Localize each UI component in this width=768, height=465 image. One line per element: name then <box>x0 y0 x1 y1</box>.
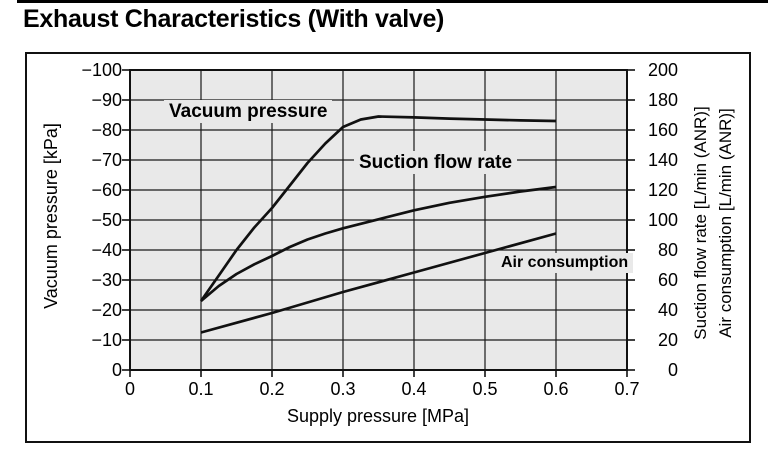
right-axis-label-suction-flow-rate: Suction flow rate [L/min (ANR)] <box>691 106 710 340</box>
x-tick-label: 0 <box>124 379 135 399</box>
curve-air-consumption <box>200 232 557 334</box>
left-y-tick-label: −30 <box>91 270 122 290</box>
right-y-tick-label: 140 <box>647 150 678 170</box>
top-rule <box>17 0 768 3</box>
left-y-tick-label: −40 <box>91 240 122 260</box>
x-tick-label: 0.2 <box>259 379 285 399</box>
left-y-tick-label: 0 <box>111 360 122 380</box>
right-y-tick-label: 60 <box>657 270 678 290</box>
right-y-tick-label: 100 <box>647 210 678 230</box>
left-y-tick-label: −80 <box>91 120 122 140</box>
x-tick-label: 0.6 <box>543 379 569 399</box>
right-y-tick-label: 80 <box>657 240 678 260</box>
curve-vacuum-pressure <box>199 115 557 302</box>
left-y-tick-label: −10 <box>91 330 122 350</box>
chart-title: Exhaust Characteristics (With valve) <box>23 5 445 33</box>
x-tick-label: 0.3 <box>330 379 356 399</box>
right-y-tick-label: 120 <box>647 180 678 200</box>
right-y-tick-label: 200 <box>647 60 678 80</box>
right-y-tick-label: 180 <box>647 90 678 110</box>
curve-label-air-consumption: Air consumption <box>496 253 634 273</box>
left-y-tick-label: −90 <box>91 90 122 110</box>
curve-suction-flow-rate <box>200 185 557 303</box>
right-y-tick-label: 0 <box>667 360 678 380</box>
left-y-tick-label: −50 <box>91 210 122 230</box>
left-y-tick-label: −60 <box>91 180 122 200</box>
x-axis-label: Supply pressure [MPa] <box>286 406 470 426</box>
left-y-tick-label: −70 <box>91 150 122 170</box>
right-axis-label-air-consumption: Air consumption [L/min (ANR)] <box>716 108 735 338</box>
left-axis-label: Vacuum pressure [kPa] <box>41 123 61 309</box>
x-tick-label: 0.7 <box>614 379 640 399</box>
left-y-tick-label: −20 <box>91 300 122 320</box>
x-tick-label: 0.1 <box>188 379 214 399</box>
x-tick-label: 0.4 <box>401 379 427 399</box>
right-y-tick-label: 40 <box>657 300 678 320</box>
right-y-tick-label: 160 <box>647 120 678 140</box>
plot-border <box>129 69 628 371</box>
right-y-tick-label: 20 <box>657 330 678 350</box>
x-tick-label: 0.5 <box>472 379 498 399</box>
left-y-tick-label: −100 <box>81 60 122 80</box>
curve-label-vacuum-pressure: Vacuum pressure <box>164 100 333 123</box>
curve-label-suction-flow-rate: Suction flow rate <box>354 151 518 174</box>
